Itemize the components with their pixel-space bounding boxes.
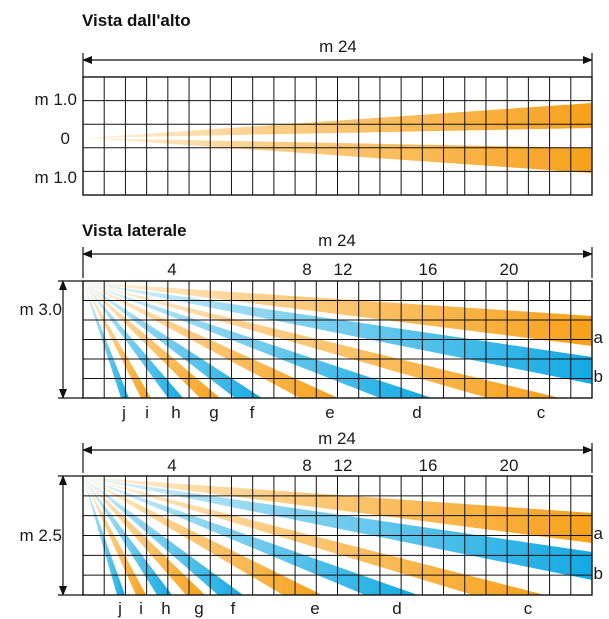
side-view-2-height-label: m 2.5 (19, 526, 62, 545)
top-view-title: Vista dall'alto (82, 11, 191, 30)
top-view-label-center: 0 (61, 129, 70, 148)
side-view-1-letter-e: e (325, 403, 334, 422)
side-view-2-distance-12: 12 (334, 456, 353, 475)
side-view-2-letter-e: e (310, 599, 319, 618)
side-view-2-span-label: m 24 (318, 429, 356, 448)
side-view-2-distance-8: 8 (302, 456, 311, 475)
side-view-1-span-label: m 24 (318, 231, 356, 250)
side-view-2-span-dimension (82, 443, 593, 473)
side-view-2-letter-a: a (594, 524, 604, 543)
side-view-2-letter-g: g (194, 599, 203, 618)
top-view-span-dimension (82, 53, 593, 78)
side-view-1-span-dimension (82, 247, 593, 278)
top-view-beams (85, 103, 592, 173)
top-beam-upper (85, 103, 592, 138)
side-view-1-frame (82, 280, 593, 399)
side-view-1-letter-f: f (250, 403, 255, 422)
side-view-2: m 24 4 8 12 16 20 m 2.5 a b j i h g f e … (19, 429, 603, 618)
side-view-1-distance-8: 8 (302, 260, 311, 279)
side-view-1-height-label: m 3.0 (19, 300, 62, 319)
side-view-1: Vista laterale m 24 4 8 12 16 20 m 3.0 a… (19, 221, 603, 422)
side-view-1-letter-g: g (209, 403, 218, 422)
top-view-frame (82, 76, 593, 196)
side-view-1-height-dimension (58, 280, 83, 399)
side-view-2-letter-i: i (139, 599, 143, 618)
top-view-grid (83, 77, 592, 195)
side-view-1-letter-h: h (171, 403, 180, 422)
side-view-1-distance-12: 12 (334, 260, 353, 279)
side-view-1-distance-4: 4 (167, 260, 176, 279)
side-view-1-letter-c: c (537, 403, 546, 422)
side-view-2-distance-20: 20 (500, 456, 519, 475)
side-view-2-letter-d: d (392, 599, 401, 618)
side-view-1-letter-b: b (594, 367, 603, 386)
side-view-1-letter-i: i (145, 403, 149, 422)
side-view-1-letter-d: d (412, 403, 421, 422)
side-view-1-distance-16: 16 (419, 260, 438, 279)
side-view-1-letter-j: j (121, 403, 126, 422)
side-view-1-grid (83, 281, 592, 398)
top-view-label-lower: m 1.0 (34, 168, 77, 187)
side-view-2-letter-j: j (117, 599, 122, 618)
side-view-1-letter-a: a (594, 328, 604, 347)
side-view-2-height-dimension (58, 475, 83, 596)
side-view-2-letter-c: c (524, 599, 533, 618)
top-view: Vista dall'alto m 24 m 1.0 0 m 1.0 (34, 11, 593, 196)
side-view-2-letter-f: f (231, 599, 236, 618)
top-view-span-label: m 24 (319, 37, 357, 56)
side-view-2-distance-4: 4 (167, 456, 176, 475)
top-beam-lower (85, 138, 592, 173)
side-view-2-frame (82, 475, 593, 596)
side-view-2-letter-h: h (161, 599, 170, 618)
side-view-1-distance-20: 20 (500, 260, 519, 279)
side-view-2-grid (83, 476, 592, 595)
side-view-1-title: Vista laterale (82, 221, 187, 240)
side-view-2-distance-16: 16 (419, 456, 438, 475)
top-view-label-upper: m 1.0 (34, 90, 77, 109)
side-view-2-letter-b: b (594, 564, 603, 583)
